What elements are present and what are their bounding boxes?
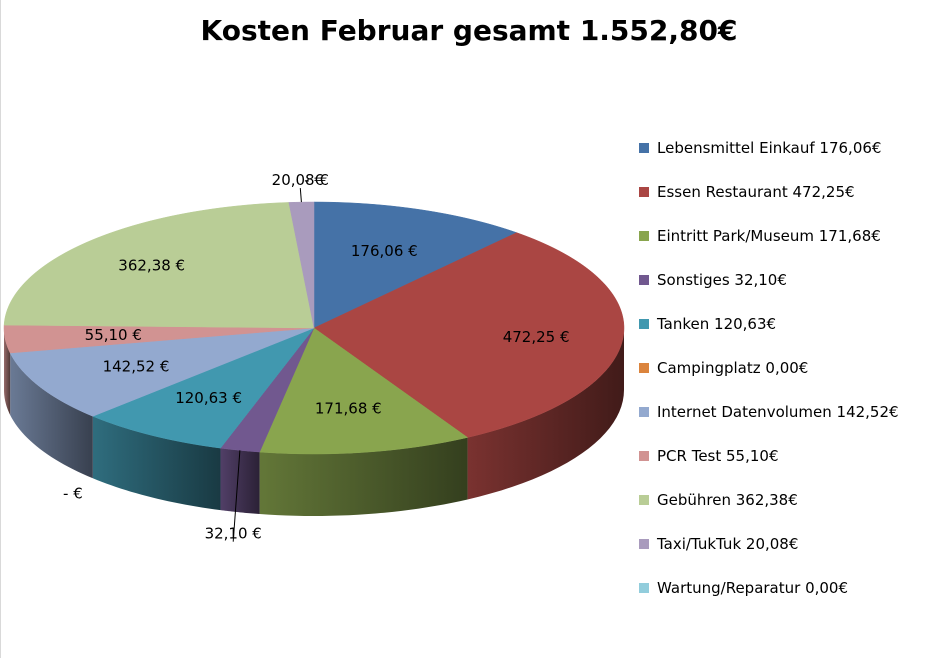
legend-label: PCR Test 55,10€: [657, 447, 779, 465]
legend-swatch: [639, 495, 649, 505]
pie-slice-6: [9, 327, 315, 417]
pie-slice-2: [259, 327, 469, 455]
pie-data-label-3: 32,10 €: [205, 525, 262, 543]
legend-label: Essen Restaurant 472,25€: [657, 183, 855, 201]
pie-slice-0: [313, 201, 518, 329]
pie-slice-8: [3, 202, 315, 329]
pie-side-6: [10, 353, 93, 479]
legend-item: Lebensmittel Einkauf 176,06€: [639, 138, 881, 158]
legend-label: Taxi/TukTuk 20,08€: [657, 535, 799, 553]
legend-item: Tanken 120,63€: [639, 314, 776, 334]
legend-item: PCR Test 55,10€: [639, 446, 779, 466]
pie-tops: [3, 201, 625, 455]
pie-labels: 176,06 € 472,25 € 171,68 € 32,10 € 120,63 € -…: [63, 171, 569, 543]
legend-swatch: [639, 451, 649, 461]
pie-side-3: [220, 448, 260, 515]
pie-data-label-4: 120,63 €: [175, 389, 242, 407]
legend-item: Essen Restaurant 472,25€: [639, 182, 855, 202]
legend-label: Sonstiges 32,10€: [657, 271, 787, 289]
legend-label: Eintritt Park/Museum 171,68€: [657, 227, 881, 245]
pie-data-label-8: 362,38 €: [118, 257, 185, 275]
pie-side-1: [467, 328, 624, 500]
pie-side-2: [259, 437, 468, 516]
legend-swatch: [639, 275, 649, 285]
pie-data-label-0: 176,06 €: [351, 242, 418, 260]
legend-item: Gebühren 362,38€: [639, 490, 798, 510]
legend-label: Internet Datenvolumen 142,52€: [657, 403, 899, 421]
pie-data-label-9: 20,08 €: [272, 171, 329, 189]
pie-slice-1: [313, 232, 625, 438]
legend-label: Lebensmittel Einkauf 176,06€: [657, 139, 882, 157]
legend-swatch: [639, 319, 649, 329]
pie-data-label-5: - €: [63, 485, 83, 503]
legend-item: Sonstiges 32,10€: [639, 270, 787, 290]
legend-label: Tanken 120,63€: [657, 315, 777, 333]
pie-data-label-6: 142,52 €: [103, 357, 170, 375]
legend-swatch: [639, 539, 649, 549]
pie-leader-line-3: [232, 450, 241, 542]
legend-label: Wartung/Reparatur 0,00€: [657, 579, 849, 597]
legend-swatch: [639, 231, 649, 241]
chart-title: Kosten Februar gesamt 1.552,80€: [200, 14, 738, 47]
legend-label: Gebühren 362,38€: [657, 491, 798, 509]
legend-label: Campingplatz 0,00€: [657, 359, 809, 377]
legend-swatch: [639, 187, 649, 197]
legend-swatch: [639, 583, 649, 593]
legend-swatch: [639, 363, 649, 373]
legend-item: Wartung/Reparatur 0,00€: [639, 578, 848, 598]
legend-swatch: [639, 407, 649, 417]
legend-item: Taxi/TukTuk 20,08€: [639, 534, 798, 554]
pie-slice-9: [288, 201, 315, 329]
pie-data-label-7: 55,10 €: [85, 326, 142, 344]
pie-sides: [4, 328, 624, 516]
pie-data-label-1: 472,25 €: [503, 328, 570, 346]
legend-item: Campingplatz 0,00€: [639, 358, 808, 378]
pie-side-4: [92, 416, 221, 511]
pie-leader-line-9: [299, 188, 302, 203]
legend-item: Eintritt Park/Museum 171,68€: [639, 226, 881, 246]
legend-swatch: [639, 143, 649, 153]
pie-slice-4: [92, 327, 315, 449]
legend-item: Internet Datenvolumen 142,52€: [639, 402, 899, 422]
pie-data-label-10: - €: [304, 171, 324, 189]
pie-data-label-2: 171,68 €: [315, 400, 382, 418]
pie-slice-7: [3, 324, 315, 354]
